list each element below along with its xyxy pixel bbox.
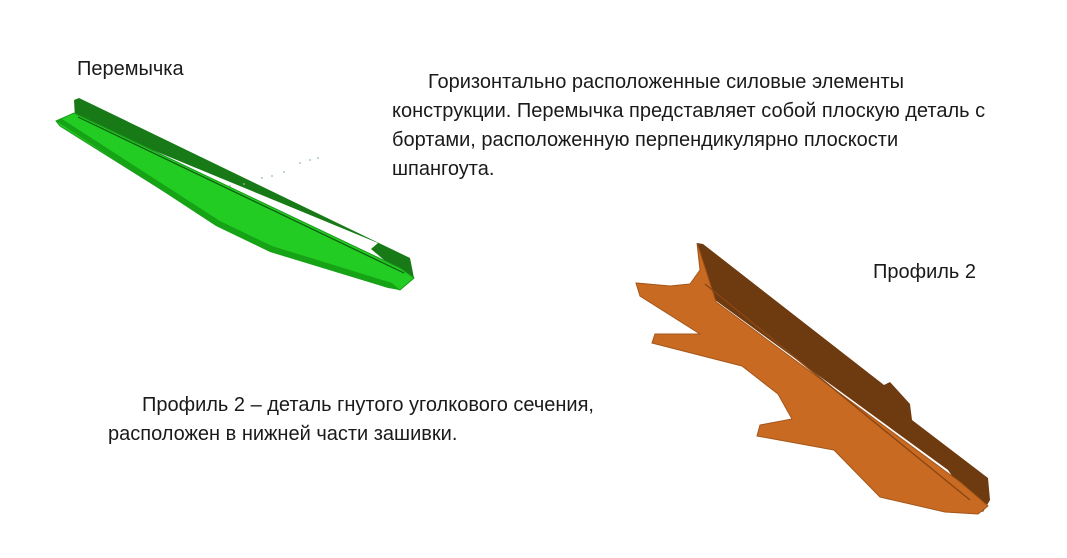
peremychka-label: Перемычка xyxy=(77,58,184,80)
profile2-label: Профиль 2 xyxy=(873,261,977,283)
peremychka-back-flange xyxy=(74,98,414,278)
profile2-vertical-flange xyxy=(697,243,990,512)
peremychka-description: Горизонтально расположенные силовые элем… xyxy=(392,71,986,180)
profile2-part xyxy=(635,242,990,515)
profile2-horizontal-flange xyxy=(635,242,989,515)
peremychka-scatter-marks xyxy=(229,157,319,187)
profile2-fold-line xyxy=(704,283,971,501)
peremychka-fold-line xyxy=(77,116,405,274)
profile2-description: Профиль 2 – деталь гнутого уголкового се… xyxy=(108,394,594,445)
peremychka-part xyxy=(55,98,415,291)
